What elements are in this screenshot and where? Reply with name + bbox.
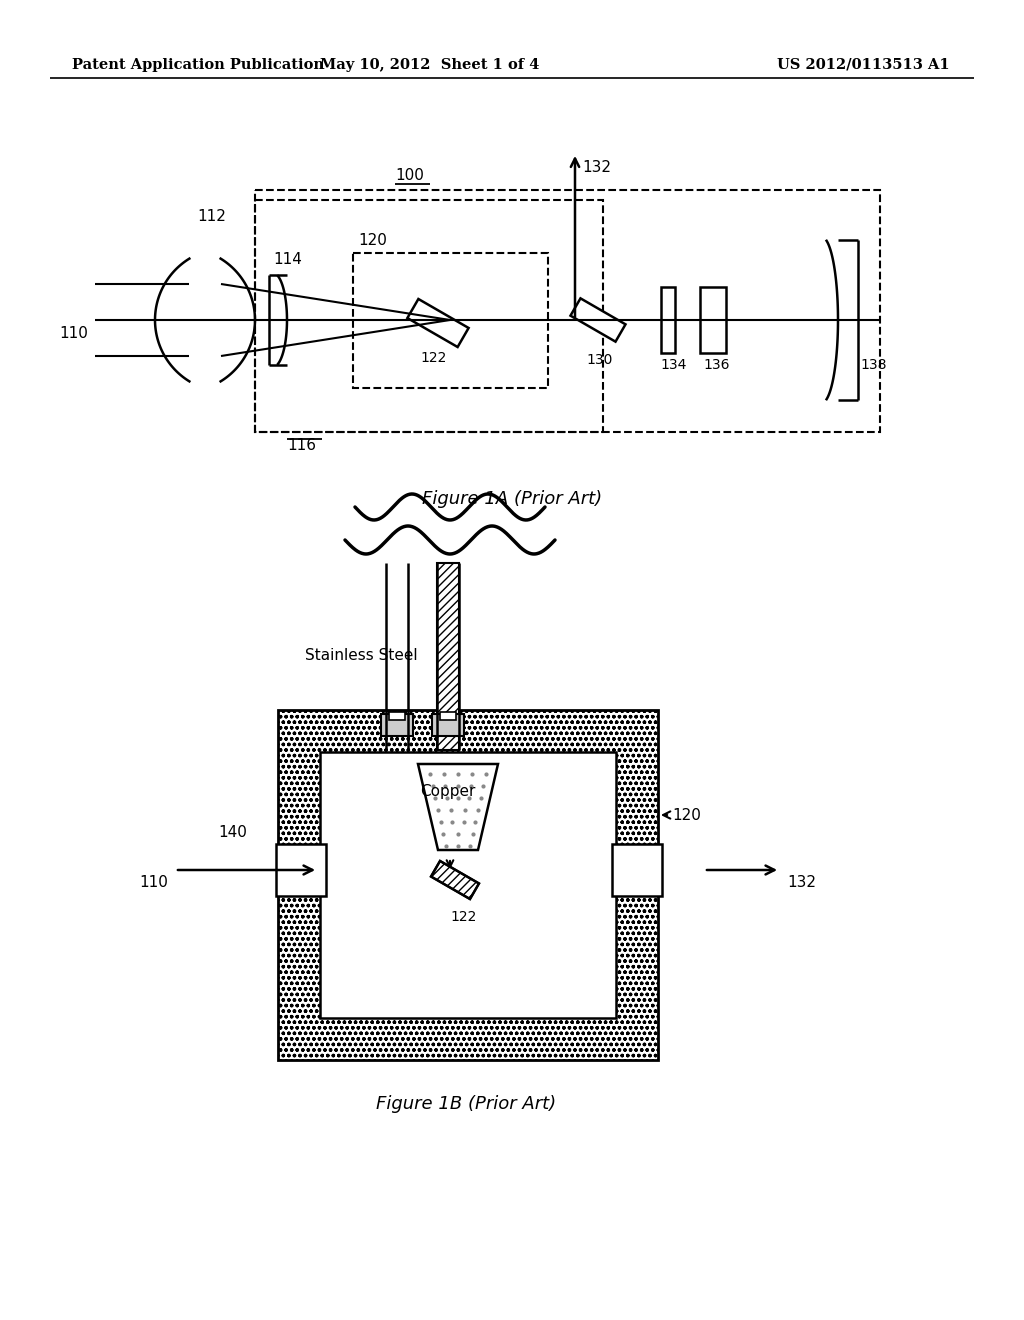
Text: 114: 114 — [273, 252, 302, 267]
Bar — [381, 714, 413, 737]
Bar — [440, 711, 456, 719]
Text: 122: 122 — [450, 909, 476, 924]
Bar — [612, 843, 662, 896]
Bar — [353, 253, 548, 388]
Text: Patent Application Publication: Patent Application Publication — [72, 58, 324, 73]
Text: 120: 120 — [672, 808, 700, 822]
Bar — [700, 286, 726, 352]
Text: 100: 100 — [395, 168, 424, 183]
Bar — [389, 711, 406, 719]
Bar — [319, 752, 616, 1018]
Text: 138: 138 — [860, 358, 887, 372]
Text: 132: 132 — [582, 160, 611, 176]
Text: US 2012/0113513 A1: US 2012/0113513 A1 — [777, 58, 950, 73]
Text: 140: 140 — [218, 825, 247, 840]
Bar — [276, 843, 326, 896]
Text: Figure 1B (Prior Art): Figure 1B (Prior Art) — [376, 1096, 556, 1113]
Text: 110: 110 — [59, 326, 88, 341]
Text: 136: 136 — [703, 358, 729, 372]
Bar — [432, 714, 464, 737]
Text: May 10, 2012  Sheet 1 of 4: May 10, 2012 Sheet 1 of 4 — [321, 58, 540, 73]
Text: 110: 110 — [139, 875, 168, 890]
Text: Copper: Copper — [420, 784, 475, 799]
Polygon shape — [570, 298, 626, 342]
Text: 120: 120 — [358, 234, 387, 248]
Bar — [437, 564, 459, 750]
Text: 112: 112 — [197, 209, 226, 224]
Polygon shape — [418, 764, 498, 850]
Text: 130: 130 — [586, 352, 612, 367]
Text: 122: 122 — [420, 351, 446, 366]
Polygon shape — [431, 861, 479, 899]
Text: 132: 132 — [787, 875, 816, 890]
Text: 116: 116 — [287, 438, 316, 453]
Bar — [662, 286, 675, 352]
Text: Figure 1A (Prior Art): Figure 1A (Prior Art) — [422, 490, 602, 508]
Text: 134: 134 — [660, 358, 686, 372]
Bar — [278, 710, 658, 1060]
Bar — [255, 201, 603, 432]
Bar — [255, 190, 880, 432]
Polygon shape — [408, 298, 469, 347]
Text: Stainless Steel: Stainless Steel — [305, 648, 418, 663]
